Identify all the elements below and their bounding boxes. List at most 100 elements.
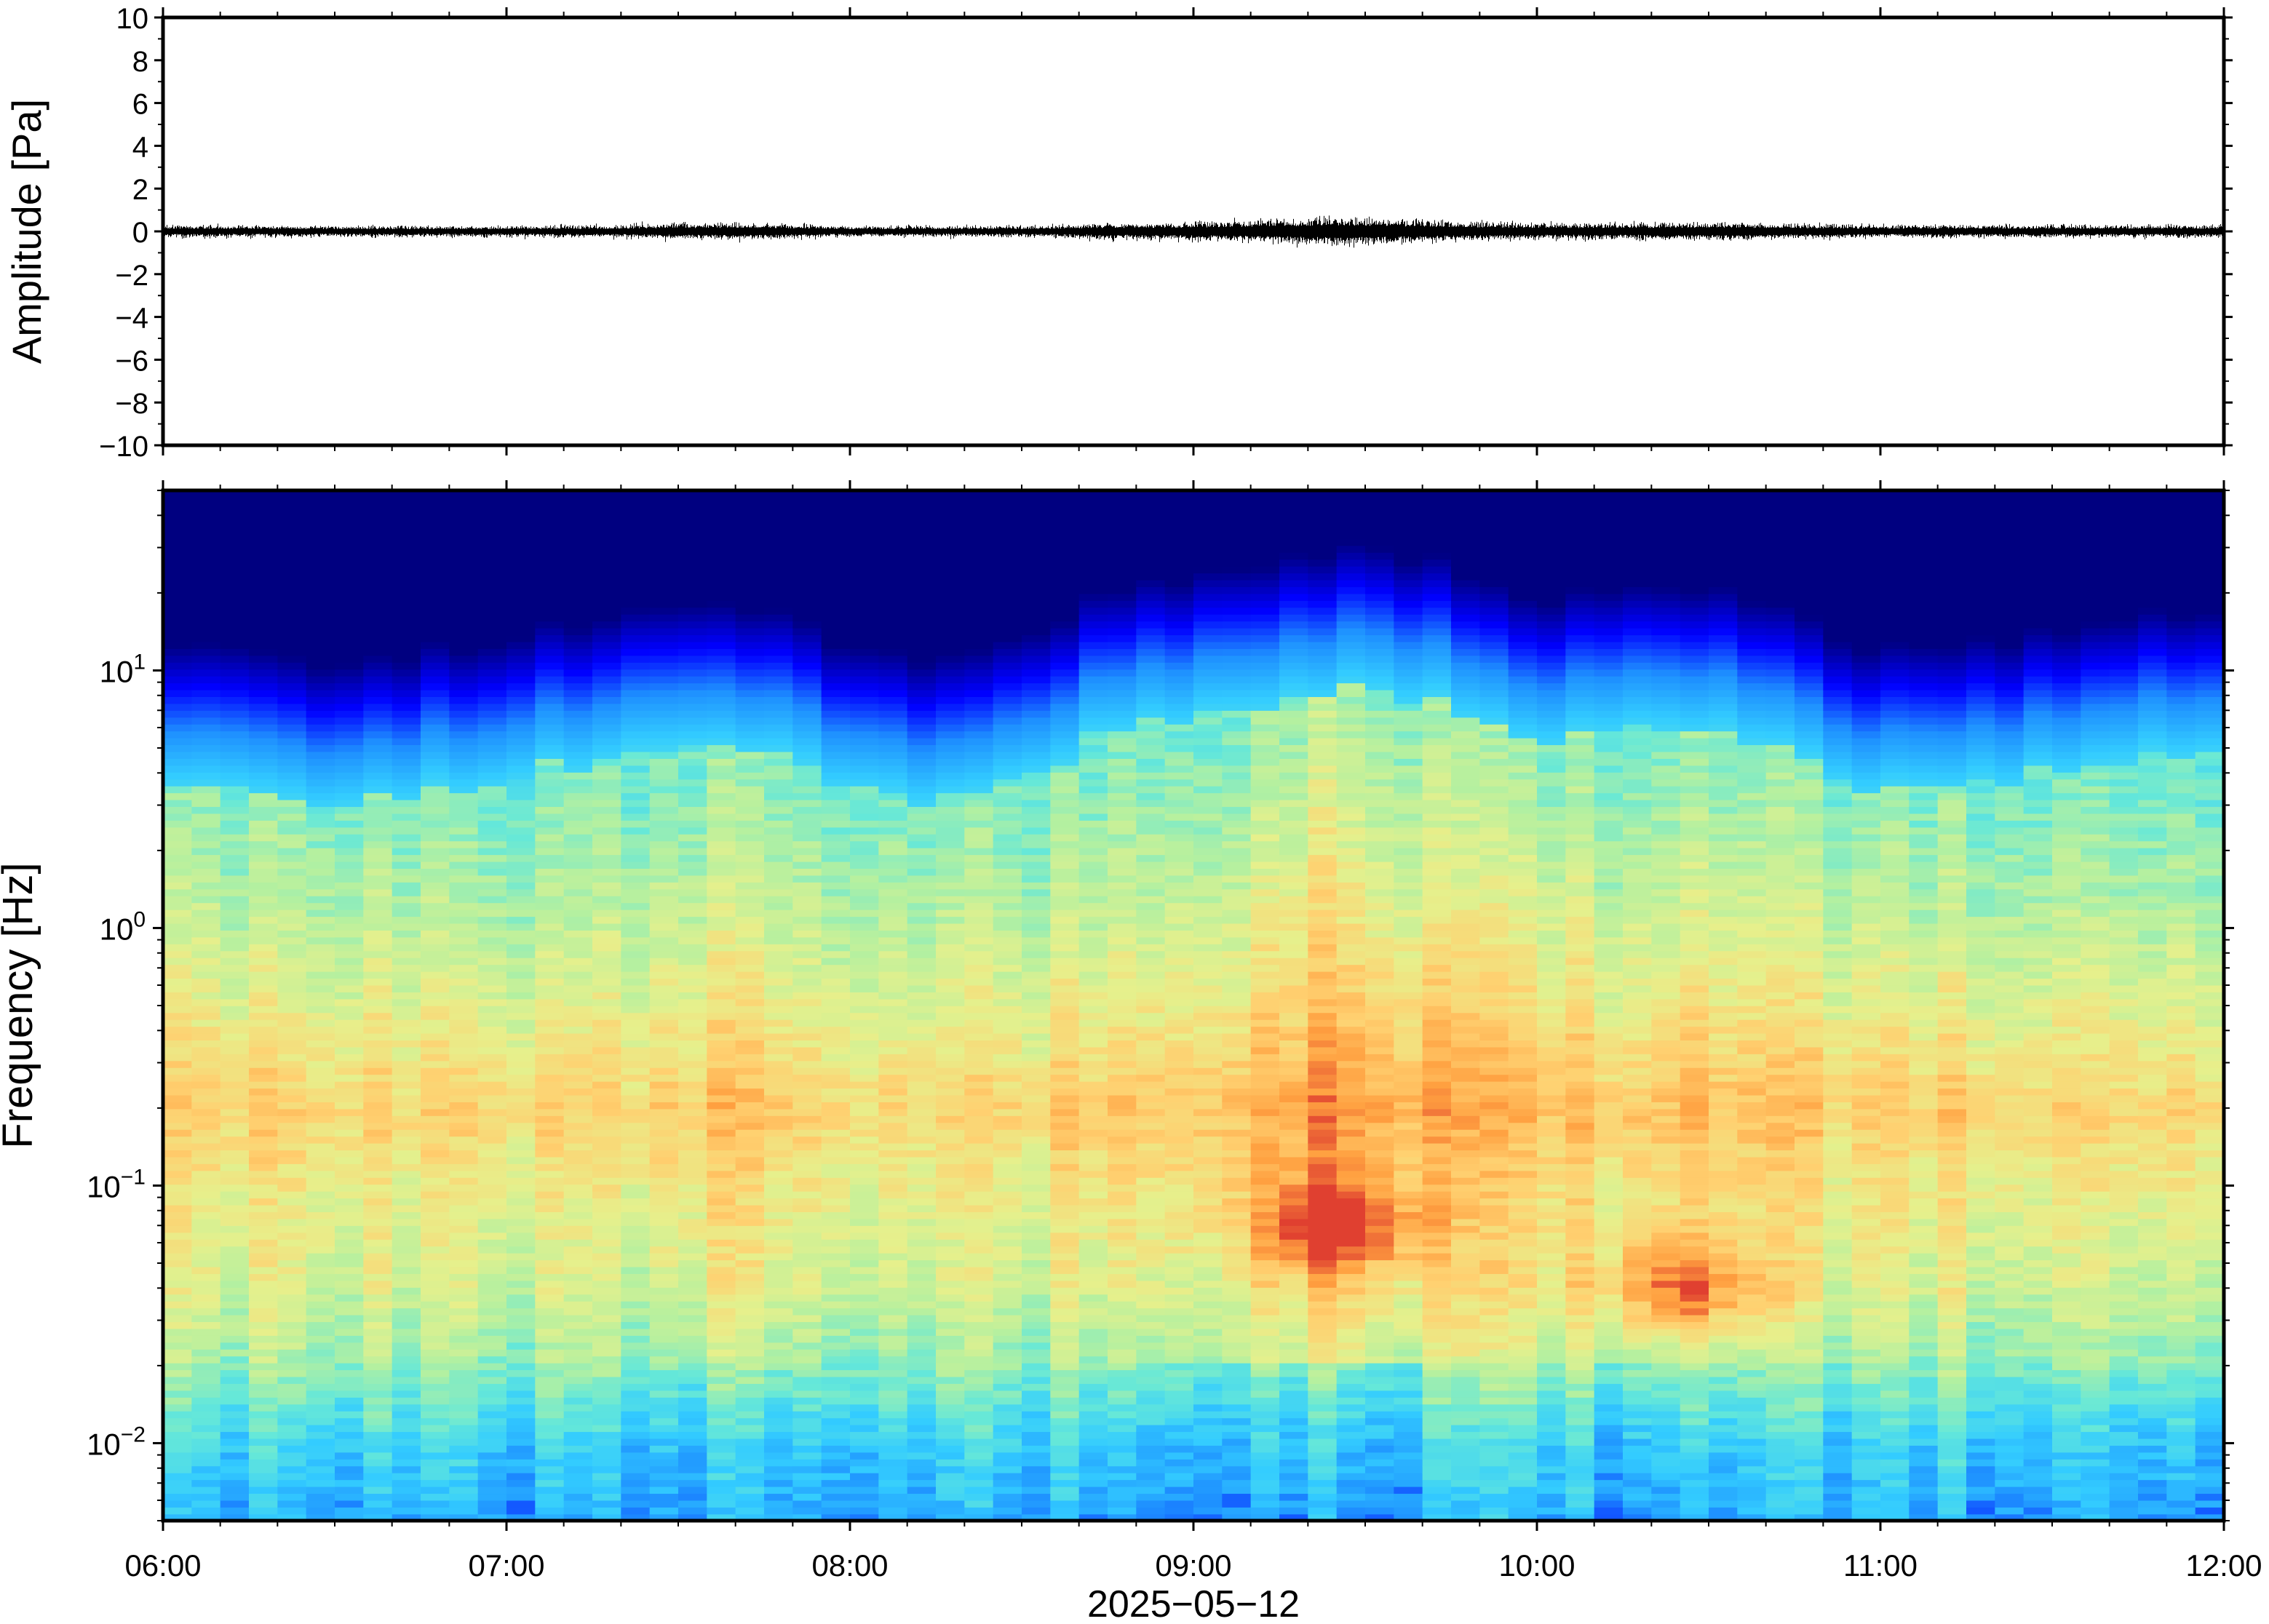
- spectrogram-cell: [1022, 1102, 1052, 1110]
- spectrogram-cell: [535, 1156, 565, 1164]
- spectrogram-cell: [1022, 978, 1052, 986]
- spectrogram-cell: [964, 1287, 994, 1295]
- spectrogram-cell: [850, 731, 880, 739]
- spectrogram-cell: [678, 827, 708, 835]
- spectrogram-cell: [306, 586, 335, 594]
- spectrogram-cell: [392, 888, 421, 896]
- spectrogram-cell: [191, 1507, 221, 1515]
- spectrogram-cell: [878, 827, 908, 835]
- spectrogram-cell: [306, 820, 335, 828]
- spectrogram-cell: [907, 827, 937, 835]
- spectrogram-cell: [792, 1108, 822, 1116]
- spectrogram-cell: [335, 1287, 365, 1295]
- spectrogram-cell: [1078, 593, 1108, 601]
- spectrogram-cell: [878, 559, 908, 567]
- spectrogram-cell: [707, 593, 736, 601]
- spectrogram-cell: [392, 689, 421, 697]
- spectrogram-cell: [335, 1266, 365, 1274]
- spectrogram-cell: [363, 827, 393, 835]
- spectrogram-cell: [649, 1328, 679, 1336]
- spectrogram-cell: [649, 882, 679, 890]
- spectrogram-cell: [707, 792, 736, 800]
- spectrogram-cell: [592, 1142, 622, 1151]
- spectrogram-cell: [764, 1479, 794, 1487]
- spectrogram-cell: [163, 1335, 193, 1343]
- spectrogram-cell: [277, 627, 307, 636]
- spectrogram-cell: [306, 1307, 335, 1315]
- spectrogram-cell: [306, 1431, 335, 1439]
- spectrogram-cell: [477, 1102, 507, 1110]
- spectrogram-cell: [563, 1424, 593, 1433]
- spectrogram-cell: [506, 923, 536, 931]
- spectrogram-cell: [277, 525, 307, 533]
- spectrogram-cell: [506, 1080, 536, 1089]
- spectrogram-cell: [707, 1513, 736, 1521]
- spectrogram-cell: [878, 1431, 908, 1439]
- spectrogram-cell: [592, 772, 622, 780]
- spectrogram-cell: [449, 834, 479, 842]
- spectrogram-cell: [878, 1163, 908, 1171]
- spectrogram-cell: [306, 627, 335, 636]
- spectrogram-cell: [707, 1445, 736, 1453]
- spectrogram-cell: [277, 737, 307, 746]
- spectrogram-cell: [764, 944, 794, 952]
- spectrogram-cell: [621, 503, 651, 512]
- spectrogram-cell: [1022, 627, 1052, 636]
- spectrogram-cell: [792, 696, 822, 704]
- spectrogram-cell: [936, 1122, 966, 1130]
- spectrogram-cell: [707, 703, 736, 711]
- spectrogram-cell: [392, 882, 421, 890]
- spectrogram-cell: [993, 545, 1022, 553]
- spectrogram-cell: [249, 613, 279, 622]
- spectrogram-cell: [363, 847, 393, 856]
- spectrogram-cell: [535, 1335, 565, 1343]
- spectrogram-cell: [735, 751, 765, 759]
- spectrogram-cell: [936, 813, 966, 821]
- spectrogram-cell: [878, 1479, 908, 1487]
- spectrogram-cell: [878, 1156, 908, 1164]
- spectrogram-cell: [421, 1417, 450, 1425]
- spectrogram-cell: [1078, 1252, 1108, 1261]
- spectrogram-cell: [335, 1177, 365, 1185]
- spectrogram-cell: [649, 861, 679, 869]
- spectrogram-cell: [506, 1459, 536, 1467]
- spectrogram-cell: [191, 1486, 221, 1494]
- spectrogram-cell: [306, 1054, 335, 1062]
- spectrogram-cell: [592, 834, 622, 842]
- spectrogram-cell: [936, 998, 966, 1006]
- spectrogram-cell: [363, 813, 393, 821]
- spectrogram-cell: [936, 827, 966, 835]
- spectrogram-cell: [1022, 1122, 1052, 1130]
- spectrogram-cell: [1078, 1459, 1108, 1467]
- spectrogram-cell: [220, 1040, 250, 1048]
- spectrogram-cell: [764, 1410, 794, 1419]
- spectrogram-cell: [1078, 1122, 1108, 1130]
- spectrogram-cell: [592, 1238, 622, 1247]
- spectrogram-cell: [1078, 1397, 1108, 1405]
- spectrogram-cell: [821, 820, 851, 828]
- spectrogram-cell: [964, 882, 994, 890]
- spectrogram-cell: [964, 785, 994, 794]
- spectrogram-cell: [592, 1032, 622, 1040]
- spectrogram-cell: [878, 737, 908, 746]
- spectrogram-cell: [907, 675, 937, 684]
- spectrogram-cell: [191, 1067, 221, 1075]
- spectrogram-cell: [449, 648, 479, 656]
- spectrogram-cell: [421, 785, 450, 794]
- spectrogram-cell: [993, 1486, 1022, 1494]
- spectrogram-cell: [335, 792, 365, 800]
- spectrogram-cell: [649, 1445, 679, 1453]
- spectrogram-cell: [792, 1129, 822, 1137]
- spectrogram-cell: [907, 1074, 937, 1082]
- spectrogram-cell: [220, 552, 250, 560]
- spectrogram-cell: [678, 552, 708, 560]
- spectrogram-cell: [477, 1170, 507, 1178]
- spectrogram-cell: [792, 984, 822, 992]
- spectrogram-cell: [163, 1184, 193, 1192]
- spectrogram-cell: [563, 1177, 593, 1185]
- spectrogram-cell: [363, 984, 393, 992]
- spectrogram-cell: [764, 909, 794, 918]
- spectrogram-cell: [392, 1266, 421, 1274]
- spectrogram-cell: [277, 600, 307, 608]
- spectrogram-cell: [449, 511, 479, 519]
